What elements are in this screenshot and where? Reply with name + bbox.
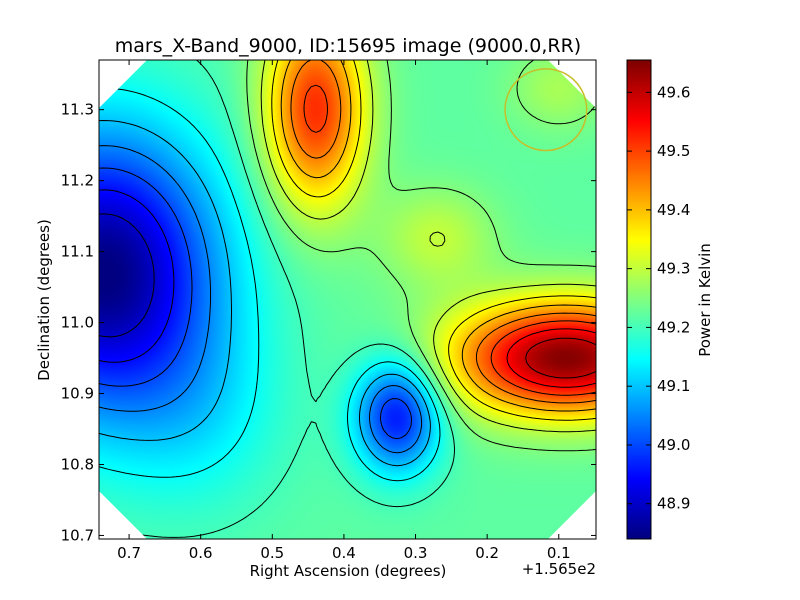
chart-title: mars_X-Band_9000, ID:15695 image (9000.0… <box>115 35 581 57</box>
colorbar-tick-label: 48.9 <box>657 495 690 513</box>
beam-circle <box>504 68 588 152</box>
contour-line <box>246 60 596 452</box>
colorbar-tick-label: 49.3 <box>657 260 690 278</box>
contour-line <box>303 84 596 396</box>
colorbar: 48.9 49.0 49.1 49.2 49.3 49.4 49.5 49.6 Power i… <box>626 59 714 540</box>
x-axis-label: Right Ascension (degrees) <box>250 562 447 580</box>
plot-frame <box>98 59 597 540</box>
colorbar-tick-label: 49.5 <box>657 142 690 160</box>
colorbar-tick-label: 49.6 <box>657 83 690 101</box>
x-tick-label: 0.2 <box>475 544 499 562</box>
colorbar-tick-label: 49.2 <box>657 318 690 336</box>
colorbar-ticks: 48.9 49.0 49.1 49.2 49.3 49.4 49.5 49.6 <box>627 83 690 513</box>
y-tick-label: 11.3 <box>61 101 94 119</box>
y-tick-label: 11.1 <box>61 243 94 261</box>
contour-line <box>99 167 412 440</box>
colorbar-gradient <box>627 60 651 539</box>
y-tick-label: 10.7 <box>61 526 94 544</box>
x-tick-label: 0.6 <box>189 544 213 562</box>
x-tick-label: 0.3 <box>404 544 428 562</box>
colorbar-tick-label: 49.4 <box>657 201 690 219</box>
contour-line <box>260 60 596 433</box>
contour-line <box>99 213 155 338</box>
y-tick-label: 11.2 <box>61 172 94 190</box>
x-tick-label: 0.4 <box>332 544 356 562</box>
y-axis-label: Declination (degrees) <box>35 219 53 381</box>
colorbar-frame <box>626 59 652 540</box>
contour-lines <box>99 60 596 538</box>
y-tick-label: 10.8 <box>61 455 94 473</box>
colorbar-tick-label: 49.1 <box>657 377 690 395</box>
contour-line <box>506 328 596 388</box>
colorbar-tick-label: 49.0 <box>657 436 690 454</box>
contour-line <box>271 60 596 421</box>
plot-area: 0.7 0.6 0.5 0.4 0.3 0.2 0.1 10.7 10.8 10.9 11.0 11… <box>61 59 597 562</box>
y-tick-label: 11.0 <box>61 314 94 332</box>
contour-line <box>280 60 596 412</box>
x-tick-label: 0.1 <box>547 544 571 562</box>
y-axis: 10.7 10.8 10.9 11.0 11.1 11.2 11.3 <box>61 101 596 544</box>
x-axis: 0.7 0.6 0.5 0.4 0.3 0.2 0.1 <box>117 60 571 562</box>
contour-line <box>99 120 431 467</box>
colorbar-label: Power in Kelvin <box>696 243 714 357</box>
contour-line <box>99 145 423 454</box>
contour-line <box>525 337 596 379</box>
contour-line <box>290 60 596 404</box>
y-tick-label: 10.9 <box>61 385 94 403</box>
contour-line <box>99 189 175 363</box>
x-tick-label: 0.7 <box>117 544 141 562</box>
x-axis-offset-label: +1.565e2 <box>522 560 596 578</box>
x-tick-label: 0.5 <box>260 544 284 562</box>
